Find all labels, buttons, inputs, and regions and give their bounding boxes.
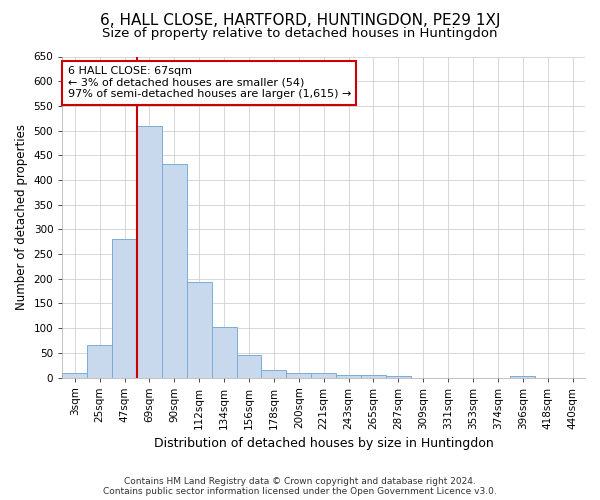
Text: Size of property relative to detached houses in Huntingdon: Size of property relative to detached ho… [102, 28, 498, 40]
Y-axis label: Number of detached properties: Number of detached properties [15, 124, 28, 310]
Bar [187, 282, 212, 378]
Bar [236, 355, 262, 378]
Text: Contains HM Land Registry data © Crown copyright and database right 2024.
Contai: Contains HM Land Registry data © Crown c… [103, 476, 497, 496]
Bar [361, 375, 386, 378]
Bar [386, 376, 411, 378]
Bar [137, 126, 162, 378]
Bar [311, 372, 336, 378]
Text: 6 HALL CLOSE: 67sqm
← 3% of detached houses are smaller (54)
97% of semi-detache: 6 HALL CLOSE: 67sqm ← 3% of detached hou… [68, 66, 351, 100]
Bar [336, 375, 361, 378]
Bar [511, 376, 535, 378]
Bar [162, 164, 187, 378]
Bar [286, 372, 311, 378]
Bar [87, 346, 112, 378]
Bar [112, 239, 137, 378]
Bar [262, 370, 286, 378]
Text: 6, HALL CLOSE, HARTFORD, HUNTINGDON, PE29 1XJ: 6, HALL CLOSE, HARTFORD, HUNTINGDON, PE2… [100, 12, 500, 28]
Bar [62, 372, 87, 378]
X-axis label: Distribution of detached houses by size in Huntingdon: Distribution of detached houses by size … [154, 437, 494, 450]
Bar [212, 327, 236, 378]
